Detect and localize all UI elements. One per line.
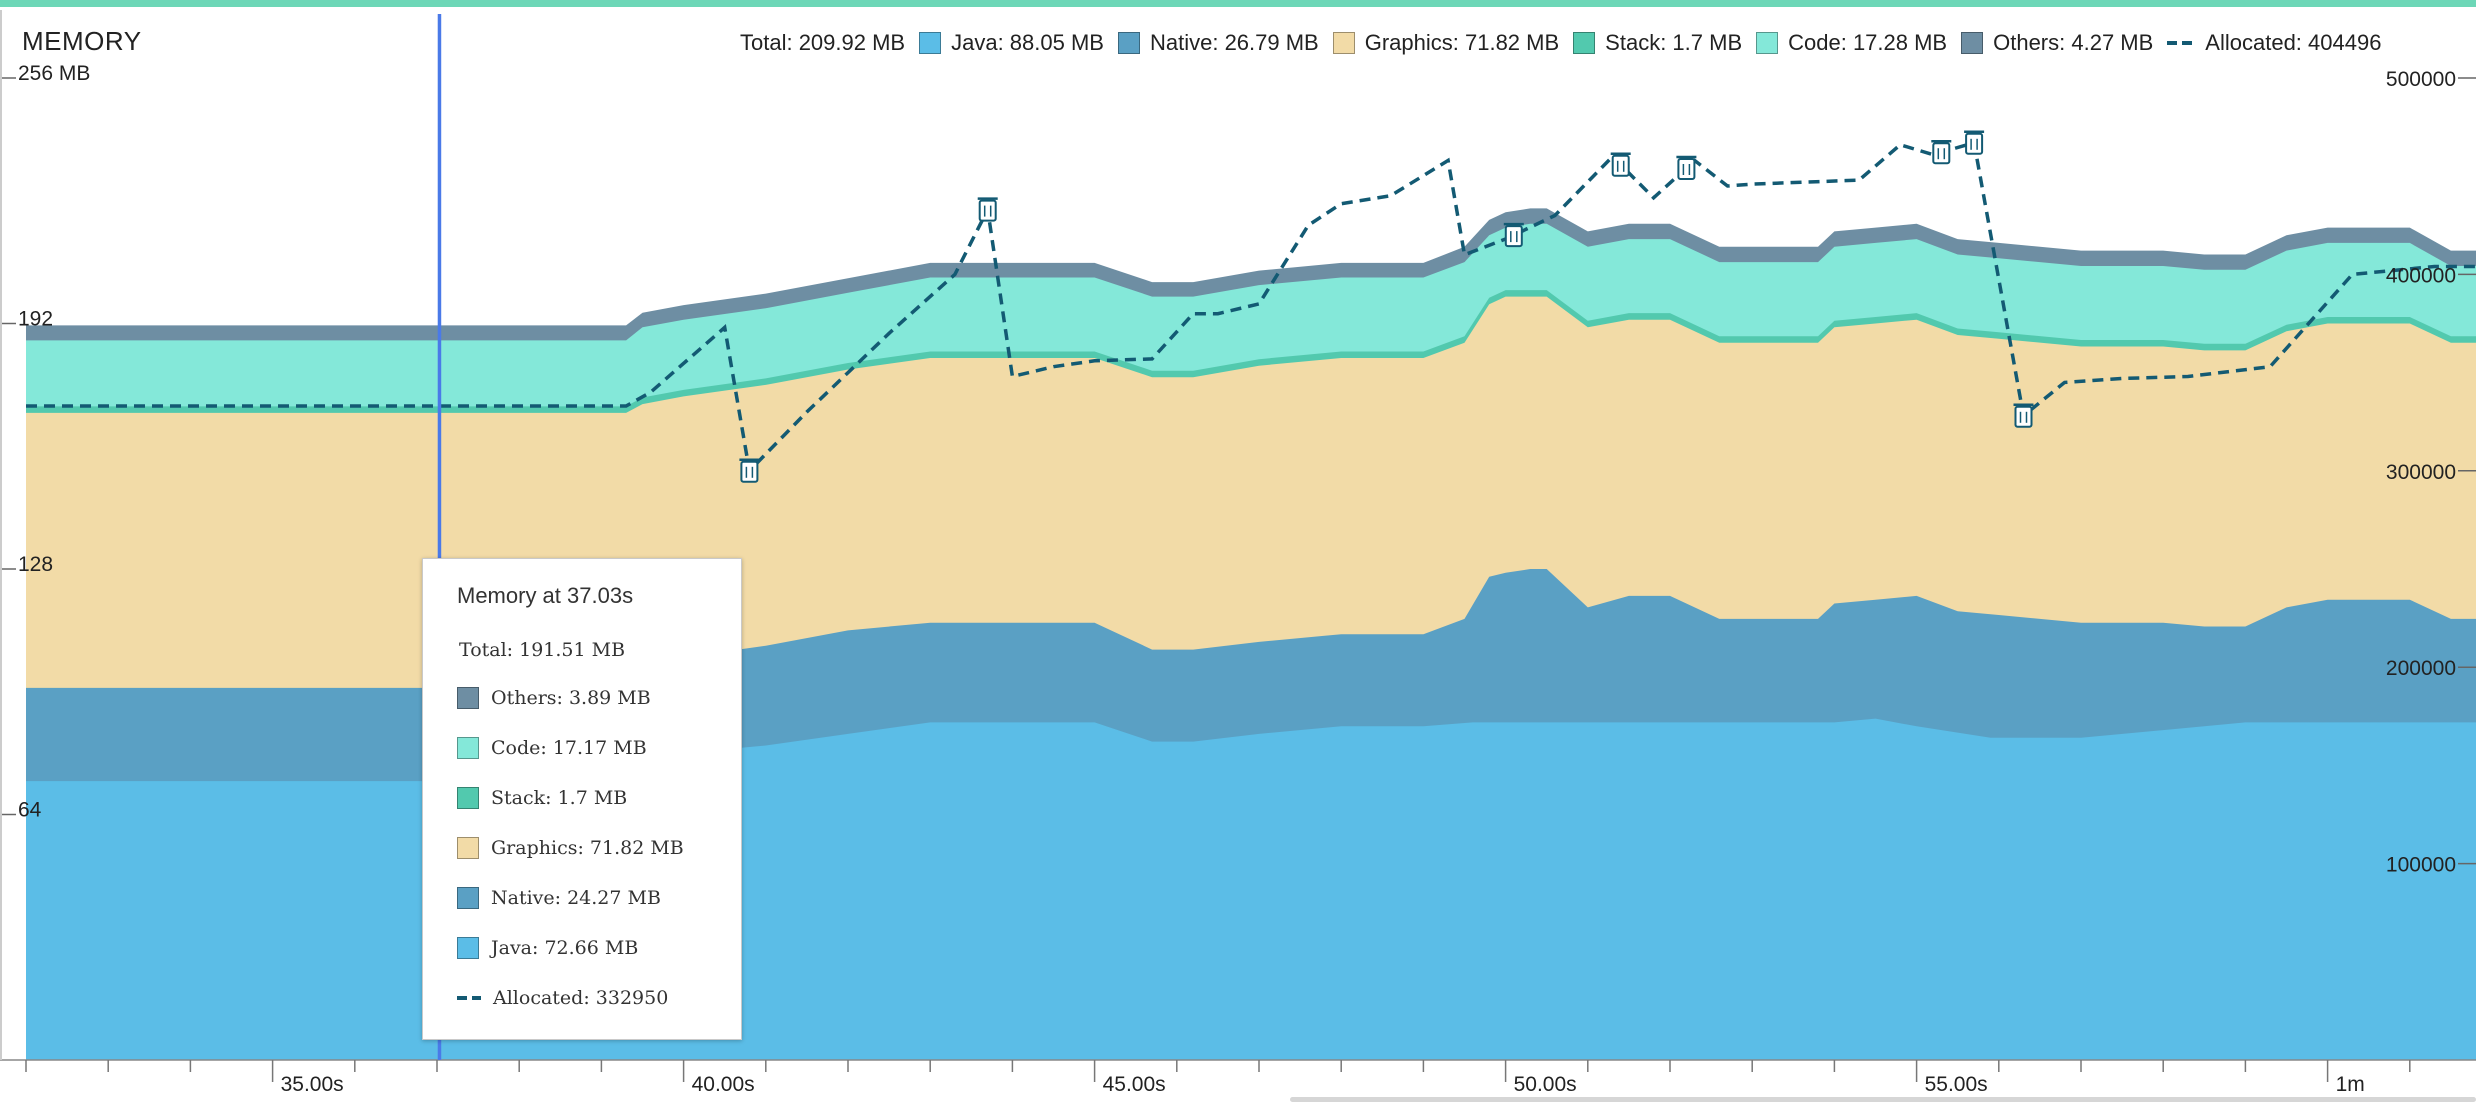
graphics-swatch	[1333, 32, 1355, 54]
left-axis-label: 64	[18, 799, 42, 822]
legend: Total: 209.92 MB Java: 88.05 MB Native: …	[740, 26, 2381, 60]
tooltip-label-allocated: Allocated: 332950	[493, 987, 668, 1009]
allocated-dash-swatch	[457, 996, 481, 1000]
left-axis-label: 256 MB	[18, 62, 90, 85]
gc-icon-body	[1678, 159, 1694, 179]
gc-icon	[1964, 132, 1984, 154]
time-axis-label: 45.00s	[1103, 1073, 1166, 1096]
gc-icon-body	[1933, 143, 1949, 163]
gc-icon-body	[980, 201, 996, 221]
tooltip-row-native: Native: 24.27 MB	[457, 887, 661, 909]
legend-label-graphics: Graphics: 71.82 MB	[1365, 30, 1559, 56]
gc-icon-body	[1613, 156, 1629, 176]
legend-label-native: Native: 26.79 MB	[1150, 30, 1319, 56]
legend-item-allocated[interactable]: Allocated: 404496	[2167, 30, 2381, 56]
legend-label-others: Others: 4.27 MB	[1993, 30, 2153, 56]
right-axis-label: 300000	[2386, 461, 2456, 484]
legend-item-native[interactable]: Native: 26.79 MB	[1118, 30, 1319, 56]
area-series-group	[26, 208, 2476, 1060]
tooltip-label-stack: Stack: 1.7 MB	[491, 787, 627, 809]
monitor-title: MEMORY	[22, 26, 142, 57]
code-swatch	[1756, 32, 1778, 54]
others-swatch	[1961, 32, 1983, 54]
gc-icon-body	[1506, 226, 1522, 246]
left-axis-label: 128	[18, 553, 53, 576]
graphics-swatch	[457, 837, 479, 859]
time-axis-label: 1m	[2336, 1073, 2365, 1096]
gc-icon-body	[2016, 407, 2032, 427]
tooltip-row-java: Java: 72.66 MB	[457, 937, 638, 959]
horizontal-scrollbar[interactable]	[1290, 1097, 2476, 1102]
native-swatch	[457, 887, 479, 909]
legend-item-stack[interactable]: Stack: 1.7 MB	[1573, 30, 1742, 56]
code-swatch	[457, 737, 479, 759]
legend-item-java[interactable]: Java: 88.05 MB	[919, 30, 1104, 56]
gc-icon	[739, 460, 759, 482]
legend-label-stack: Stack: 1.7 MB	[1605, 30, 1742, 56]
gc-icon	[1504, 224, 1524, 246]
others-swatch	[457, 687, 479, 709]
time-axis-label: 35.00s	[281, 1073, 344, 1096]
gc-icon	[978, 199, 998, 221]
right-axis-label: 500000	[2386, 68, 2456, 91]
tooltip-total: Total: 191.51 MB	[459, 639, 625, 661]
legend-item-graphics[interactable]: Graphics: 71.82 MB	[1333, 30, 1559, 56]
stack-swatch	[457, 787, 479, 809]
legend-label-allocated: Allocated: 404496	[2205, 30, 2381, 56]
tooltip-row-allocated: Allocated: 332950	[457, 987, 668, 1009]
legend-label-code: Code: 17.28 MB	[1788, 30, 1947, 56]
gc-icon	[1611, 154, 1631, 176]
tooltip-label-java: Java: 72.66 MB	[491, 937, 638, 959]
tooltip-label-graphics: Graphics: 71.82 MB	[491, 837, 684, 859]
tooltip-row-stack: Stack: 1.7 MB	[457, 787, 627, 809]
legend-item-others[interactable]: Others: 4.27 MB	[1961, 30, 2153, 56]
right-axis-label: 100000	[2386, 854, 2456, 877]
tooltip-label-native: Native: 24.27 MB	[491, 887, 661, 909]
legend-label-java: Java: 88.05 MB	[951, 30, 1104, 56]
memory-tooltip: Memory at 37.03s Total: 191.51 MB Others…	[422, 558, 742, 1040]
time-axis-label: 50.00s	[1514, 1073, 1577, 1096]
time-axis-background	[0, 1060, 2476, 1102]
tooltip-title: Memory at 37.03s	[457, 583, 633, 609]
gc-icon	[1931, 141, 1951, 163]
tooltip-row-graphics: Graphics: 71.82 MB	[457, 837, 684, 859]
left-axis-label: 192	[18, 308, 53, 331]
tooltip-row-others: Others: 3.89 MB	[457, 687, 651, 709]
tooltip-label-code: Code: 17.17 MB	[491, 737, 647, 759]
gc-icon	[2014, 405, 2034, 427]
legend-total: Total: 209.92 MB	[740, 30, 905, 56]
time-axis-label: 55.00s	[1925, 1073, 1988, 1096]
stack-swatch	[1573, 32, 1595, 54]
right-axis-label: 200000	[2386, 657, 2456, 680]
gc-icon	[1676, 157, 1696, 179]
tooltip-row-code: Code: 17.17 MB	[457, 737, 647, 759]
gc-icon-body	[741, 462, 757, 482]
time-axis-label: 40.00s	[692, 1073, 755, 1096]
legend-item-code[interactable]: Code: 17.28 MB	[1756, 30, 1947, 56]
java-swatch	[919, 32, 941, 54]
java-swatch	[457, 937, 479, 959]
gc-icon-body	[1966, 134, 1982, 154]
right-axis-label: 400000	[2386, 264, 2456, 287]
tooltip-label-others: Others: 3.89 MB	[491, 687, 651, 709]
native-swatch	[1118, 32, 1140, 54]
allocated-dash-swatch	[2167, 41, 2195, 45]
